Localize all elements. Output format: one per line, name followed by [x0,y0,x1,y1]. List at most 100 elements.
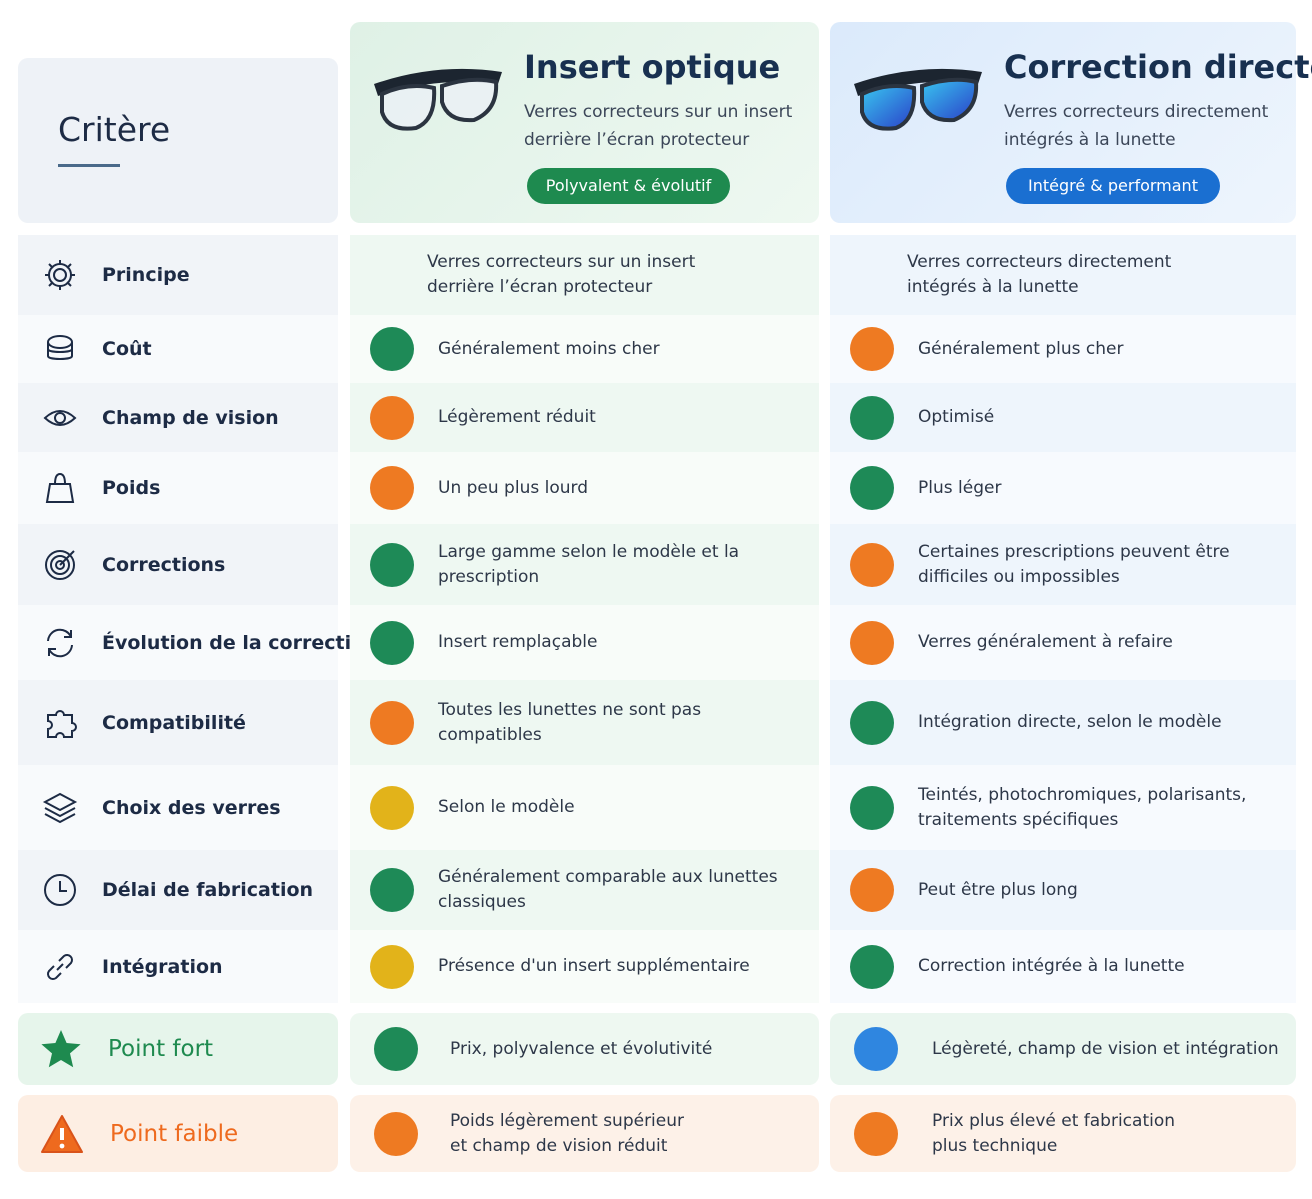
cell-text: Plus léger [918,477,1002,498]
status-dot [370,868,414,912]
row-icon [45,260,75,290]
status-dot [370,944,414,989]
status-dot [854,1111,898,1156]
row-icon [47,953,73,980]
summary-cell: Poids légèrement supérieur et champ de v… [350,1095,819,1172]
row-criterion: Choix des verres [18,765,338,850]
cell-text: Peut être plus long [918,879,1078,900]
row-label: Évolution de la correction [102,631,378,654]
status-dot [850,327,894,371]
glasses-image [374,68,502,131]
row-label: Intégration [102,955,223,978]
row-cell: Optimisé [830,383,1296,452]
cell-text: Selon le modèle [438,797,575,817]
cell-text: Certaines prescriptions peuvent être dif… [918,541,1230,587]
underline [58,164,120,167]
row-criterion: Coût [18,315,338,383]
cell-text: Intégration directe, selon le modèle [918,712,1222,732]
row-label: Corrections [102,553,226,576]
row-cell: Intégration directe, selon le modèle [830,680,1296,765]
row-cell: Peut être plus long [830,850,1296,930]
column-badge: Polyvalent & évolutif [527,168,730,204]
summary-cell: Prix, polyvalence et évolutivité [350,1013,819,1085]
cell-text: Légèreté, champ de vision et intégration [932,1038,1279,1059]
row-criterion: Poids [18,452,338,524]
row-criterion: Intégration [18,930,338,1003]
cell-text: Généralement comparable aux lunettes cla… [438,867,778,912]
cell-text: Poids légèrement supérieur et champ de v… [450,1110,685,1156]
row-cell: Toutes les lunettes ne sont pas compatib… [350,680,819,765]
row-cell: Selon le modèle [350,765,819,850]
summary-cell: Légèreté, champ de vision et intégration [830,1013,1296,1085]
row-icon [45,472,75,503]
row-cell: Teintés, photochromiques, polarisants, t… [830,765,1296,850]
cell-text: Généralement moins cher [438,338,660,359]
row-cell: Correction intégrée à la lunette [830,930,1296,1003]
status-dot [850,700,894,745]
star-icon [41,1030,81,1068]
status-dot [850,466,894,510]
cell-text: Un peu plus lourd [438,477,588,498]
column-subtitle: Verres correcteurs directement intégrés … [1004,102,1269,150]
cell-text: Insert remplaçable [438,632,598,652]
summary-cell: Prix plus élevé et fabrication plus tech… [830,1095,1296,1172]
cell-text: Optimisé [918,407,995,427]
glasses-image [854,68,982,131]
cell-text: Toutes les lunettes ne sont pas compatib… [438,699,702,745]
status-dot [850,944,894,989]
column-subtitle: Verres correcteurs sur un insert derrièr… [524,102,793,150]
status-dot [850,395,894,440]
column-badge: Intégré & performant [1006,168,1220,204]
column-title: Insert optique [524,48,781,86]
status-dot [374,1027,418,1071]
status-dot [370,700,414,745]
column-header: Insert optique Verres correcteurs sur un … [350,22,819,223]
row-label: Compatibilité [102,711,246,734]
status-dot [370,785,414,830]
row-cell: Certaines prescriptions peuvent être dif… [830,524,1296,605]
row-criterion: Principe [18,235,338,315]
row-label: Coût [102,338,152,360]
row-icon [42,792,78,823]
row-cell: Un peu plus lourd [350,452,819,524]
status-dot [374,1111,418,1156]
row-label: Poids [102,477,161,499]
row-icon [45,549,75,580]
summary-criterion: Point faible [18,1095,338,1172]
cell-text: Verres généralement à refaire [918,632,1173,652]
row-cell: Présence d'un insert supplémentaire [350,930,819,1003]
summary-criterion: Point fort [18,1013,338,1085]
row-cell: Généralement plus cher [830,315,1296,383]
cell-text: Présence d'un insert supplémentaire [438,956,750,976]
status-dot [370,395,414,440]
row-label: Délai de fabrication [102,879,314,901]
row-criterion: Évolution de la correction [18,605,378,680]
row-icon [44,874,76,906]
status-dot [850,620,894,665]
warning-icon [41,1114,83,1153]
status-dot [854,1027,898,1071]
row-cell: Verres correcteurs directement intégrés … [830,235,1296,315]
column-title: Correction directe [1004,48,1312,86]
status-dot [370,620,414,665]
summary-label: Point fort [108,1036,214,1062]
cell-text: Verres correcteurs sur un insert derrièr… [427,252,696,297]
row-label: Choix des verres [102,796,281,819]
row-cell: Verres correcteurs sur un insert derrièr… [350,235,819,315]
cell-text: Prix plus élevé et fabrication plus tech… [932,1110,1176,1156]
row-cell: Plus léger [830,452,1296,524]
status-dot [370,327,414,371]
row-cell: Large gamme selon le modèle et la prescr… [350,524,819,605]
row-criterion: Compatibilité [18,680,338,765]
row-label: Principe [102,264,190,286]
row-cell: Verres généralement à refaire [830,605,1296,680]
cell-text: Large gamme selon le modèle et la prescr… [438,541,740,587]
status-dot [370,466,414,510]
cell-text: Teintés, photochromiques, polarisants, t… [918,784,1247,830]
row-cell: Légèrement réduit [350,383,819,452]
row-cell: Généralement comparable aux lunettes cla… [350,850,819,930]
cell-text: Verres correcteurs directement intégrés … [907,252,1172,297]
status-dot [370,542,414,587]
row-criterion: Champ de vision [18,383,338,452]
